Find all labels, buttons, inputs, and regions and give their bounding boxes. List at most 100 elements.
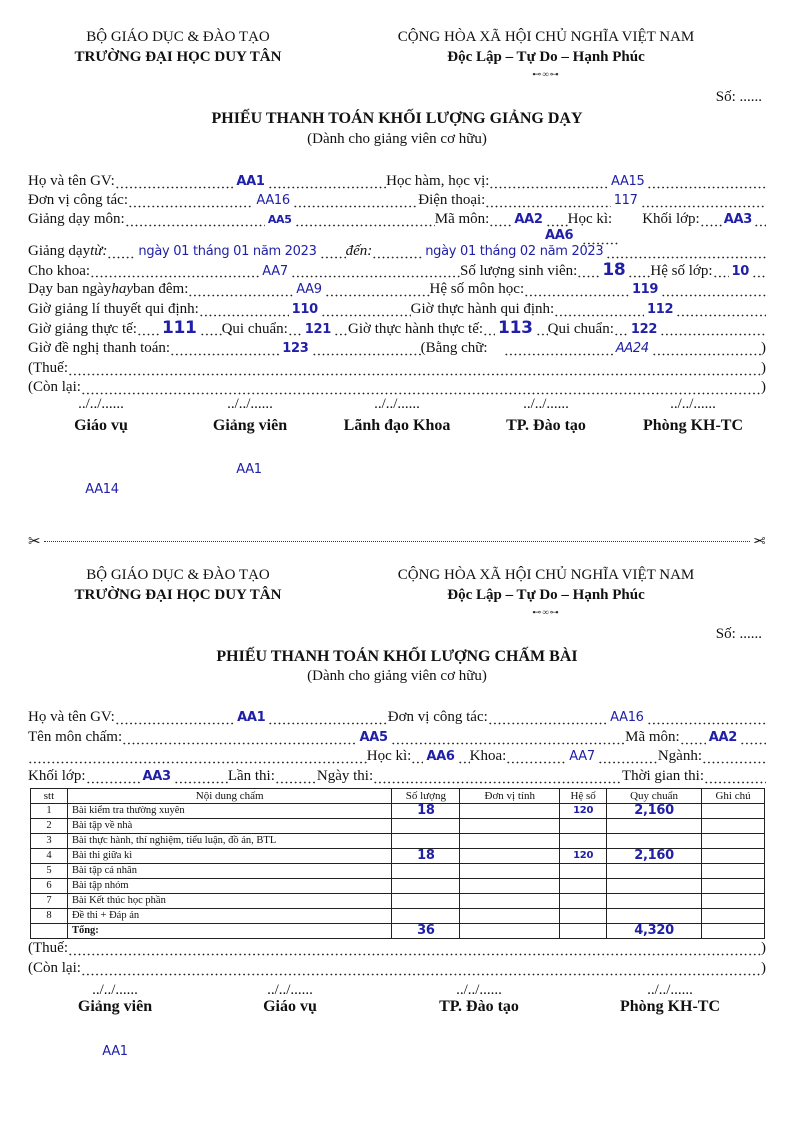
label: Giảng dạy môn:: [28, 211, 125, 227]
dot-leader: [67, 359, 761, 378]
cell-coefficient: 120: [559, 803, 608, 819]
cell-content: Bài tập nhóm: [66, 878, 393, 894]
signer-name: AA1: [236, 462, 262, 477]
cell-unit: [459, 833, 561, 849]
cell-standard: 2,160: [606, 803, 703, 819]
signer-name: AA1: [102, 1044, 128, 1059]
unit: AA16: [610, 710, 644, 725]
dot-leader: [136, 319, 159, 338]
signer: Phòng KH-TC: [619, 998, 721, 1015]
dot-leader: [660, 319, 766, 338]
col-quantity: Số lượng: [391, 788, 461, 804]
cell-note: [701, 803, 765, 819]
dot-leader: [114, 708, 235, 727]
dot-leader: [676, 300, 767, 319]
dot-leader: [199, 319, 222, 338]
dot-leader: [613, 319, 628, 338]
label: ): [761, 960, 766, 976]
cell-standard: [606, 833, 703, 849]
cell-quantity: 18: [391, 803, 461, 819]
row-hours-actual: Giờ giảng thực tế: 111 Qui chuẩn: 121 Gi…: [28, 319, 766, 338]
dot-leader: [411, 747, 424, 766]
dot-leader: [489, 210, 512, 229]
cell-standard: [606, 908, 703, 924]
label: Khối lớp:: [642, 211, 700, 227]
dot-leader: [268, 708, 388, 727]
row-lecturer: Họ và tên GV: AA1 Học hàm, học vị: AA15: [28, 172, 767, 191]
label: từ:: [90, 243, 108, 259]
cell-unit: [459, 908, 561, 924]
document-number: Số: ......: [715, 626, 762, 642]
lecturer-name: AA1: [237, 710, 266, 725]
label: Qui chuẩn:: [547, 321, 614, 337]
date-blank: ../../......: [456, 982, 502, 998]
subject-code: AA2: [708, 730, 738, 745]
dot-leader: [554, 300, 644, 319]
cell-content: Đề thi + Đáp án: [66, 908, 393, 924]
faculty: AA7: [262, 264, 288, 279]
dot-leader: [311, 339, 421, 358]
cell-stt: 4: [30, 848, 68, 864]
cell-note: [701, 893, 765, 909]
row-hours-required: Giờ giảng lí thuyết qui định: 110 Giờ th…: [28, 300, 767, 319]
dot-leader: [324, 280, 430, 299]
cell-note: [701, 848, 765, 864]
label: ): [761, 379, 766, 395]
dot-leader: [114, 172, 234, 191]
table-row: 7 Bài Kết thúc học phần: [30, 893, 765, 909]
cell-quantity: [391, 818, 461, 834]
cell-coefficient: [559, 878, 608, 894]
col-note: Ghi chú: [701, 788, 765, 804]
cell-coefficient: 120: [559, 848, 608, 864]
dot-leader: [334, 319, 349, 338]
dot-leader: [740, 728, 767, 747]
cell-content: Bài tập cá nhân: [66, 863, 393, 879]
dot-leader: [80, 378, 761, 397]
theory-standard: 121: [304, 322, 332, 337]
label: Giờ thực hành qui định:: [410, 301, 555, 317]
cell-standard: 2,160: [606, 848, 703, 864]
dot-leader: [122, 728, 357, 747]
ornament: ⊷∞⊶: [532, 69, 560, 79]
dot-leader: [390, 728, 626, 747]
subject-coefficient: 119: [631, 282, 659, 297]
total-label: Tổng:: [66, 923, 393, 939]
ornament: ⊷∞⊶: [532, 607, 560, 617]
label: ): [761, 340, 767, 356]
signer: Giáo vụ: [263, 998, 317, 1015]
cell-coefficient: [559, 863, 608, 879]
dot-leader: [661, 280, 766, 299]
label: Đơn vị công tác:: [28, 192, 128, 208]
dot-leader: [290, 261, 460, 280]
dot-leader: [128, 191, 254, 210]
dot-leader: [702, 747, 766, 766]
cell-unit: [459, 818, 561, 834]
cell-unit: [459, 878, 561, 894]
total-quantity: 36: [391, 923, 461, 939]
form-subtitle: (Dành cho giảng viên cơ hữu): [307, 131, 487, 147]
dot-leader: [704, 767, 766, 786]
dot-leader: [292, 191, 419, 210]
label: đến:: [345, 243, 373, 259]
cut-line: ✂ ✂: [28, 532, 766, 551]
label: (Thuế:: [28, 360, 68, 376]
cell-quantity: [391, 863, 461, 879]
semester: AA6: [426, 749, 455, 764]
row-payment: Giờ đề nghị thanh toán: 123 (Bằng chữ: A…: [28, 339, 766, 358]
dot-leader: [170, 339, 280, 358]
dot-leader: [646, 708, 767, 727]
class-group: AA3: [723, 212, 753, 227]
label: Lần thi:: [227, 768, 275, 784]
dot-leader: [752, 261, 766, 280]
dot-leader: [487, 708, 608, 727]
form-title: PHIẾU THANH TOÁN KHỐI LƯỢNG GIẢNG DẠY: [211, 110, 583, 127]
label: Hệ số lớp:: [650, 263, 713, 279]
dot-leader: [287, 319, 302, 338]
scissors-icon: ✂: [28, 534, 41, 550]
dot-leader: [754, 210, 767, 229]
cell-quantity: [391, 833, 461, 849]
dot-leader: [651, 339, 762, 358]
row-unit: Đơn vị công tác: AA16 Điện thoại: 117: [28, 191, 766, 210]
cell-standard: [606, 893, 703, 909]
dot-leader: [80, 959, 761, 978]
